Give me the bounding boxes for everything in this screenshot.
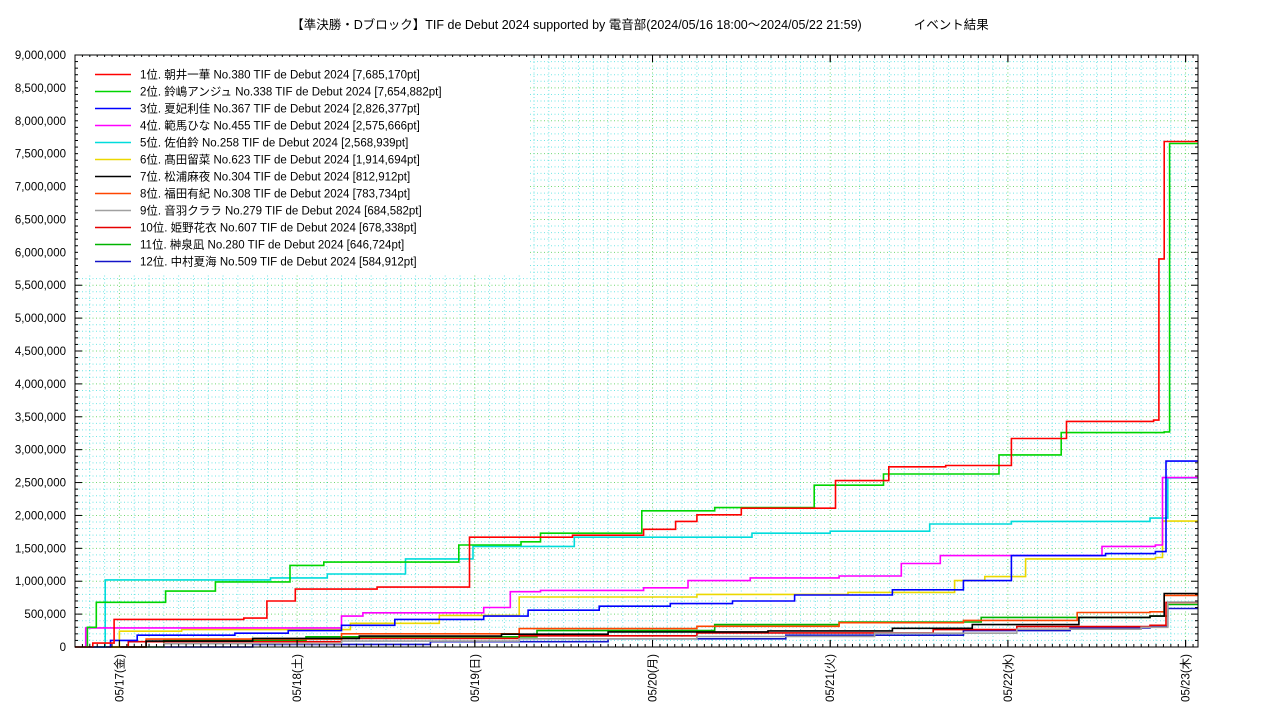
y-axis-label: 5,500,000 [15, 280, 66, 292]
legend-label: 1位. 朝井一華 No.380 TIF de Debut 2024 [7,685… [140, 68, 420, 82]
x-axis-label: 05/23(木) [1180, 654, 1193, 702]
legend-label: 6位. 髙田留菜 No.623 TIF de Debut 2024 [1,914… [140, 153, 420, 167]
y-axis-label: 9,000,000 [15, 50, 66, 62]
series-line-rank-9 [75, 601, 1198, 648]
y-axis-label: 6,500,000 [15, 214, 66, 226]
legend-label: 9位. 音羽クララ No.279 TIF de Debut 2024 [684,… [140, 204, 422, 218]
legend-label: 12位. 中村夏海 No.509 TIF de Debut 2024 [584,… [140, 255, 417, 269]
series-line-rank-3 [75, 460, 1198, 648]
y-axis-label: 7,500,000 [15, 149, 66, 161]
chart-title-bar: 【準決勝・Dブロック】TIF de Debut 2024 supported b… [0, 14, 1280, 33]
legend-label: 4位. 範馬ひな No.455 TIF de Debut 2024 [2,575… [140, 119, 420, 133]
x-axis-label: 05/22(水) [1002, 654, 1015, 702]
y-axis-label: 2,000,000 [15, 510, 66, 522]
series-line-rank-4 [75, 476, 1198, 648]
y-axis-label: 6,000,000 [15, 247, 66, 259]
series-line-rank-1 [75, 140, 1198, 648]
y-axis-label: 3,000,000 [15, 445, 66, 457]
page-title: 【準決勝・Dブロック】TIF de Debut 2024 supported b… [291, 18, 862, 32]
series-line-rank-5 [75, 477, 1198, 648]
x-axis-label: 05/19(日) [470, 654, 482, 702]
y-axis-label: 7,000,000 [15, 182, 66, 194]
y-axis-label: 1,000,000 [15, 576, 66, 588]
series-line-rank-10 [75, 601, 1198, 648]
y-axis-label: 1,500,000 [15, 543, 66, 555]
y-axis-label: 8,000,000 [15, 116, 66, 128]
x-axis-label: 05/21(火) [824, 654, 837, 702]
legend-box [78, 57, 530, 273]
series-line-rank-7 [75, 592, 1198, 648]
y-axis-label: 500,000 [24, 609, 66, 621]
y-axis-label: 2,500,000 [15, 478, 66, 490]
legend-label: 3位. 夏妃利佳 No.367 TIF de Debut 2024 [2,826… [140, 102, 420, 116]
y-axis-label: 4,000,000 [15, 379, 66, 391]
x-axis-label: 05/20(月) [647, 654, 659, 702]
result-label: イベント結果 [913, 18, 989, 32]
legend-label: 5位. 佐伯鈴 No.258 TIF de Debut 2024 [2,568,… [140, 136, 408, 150]
y-axis-label: 5,000,000 [15, 313, 66, 325]
series-line-rank-6 [75, 520, 1198, 648]
y-axis-label: 0 [60, 642, 66, 654]
x-axis-label: 05/18(土) [291, 654, 304, 702]
legend-label: 7位. 松浦麻夜 No.304 TIF de Debut 2024 [812,9… [140, 170, 410, 184]
legend-label: 11位. 榊泉凪 No.280 TIF de Debut 2024 [646,7… [140, 238, 404, 252]
y-axis-label: 4,500,000 [15, 346, 66, 358]
legend-label: 10位. 姫野花衣 No.607 TIF de Debut 2024 [678,… [140, 221, 417, 235]
x-axis-label: 05/17(金) [112, 654, 126, 702]
y-axis-label: 8,500,000 [15, 83, 66, 95]
y-axis-label: 3,500,000 [15, 412, 66, 424]
legend-label: 2位. 鈴嶋アンジュ No.338 TIF de Debut 2024 [7,6… [140, 85, 442, 99]
legend-label: 8位. 福田有紀 No.308 TIF de Debut 2024 [783,7… [140, 187, 410, 201]
